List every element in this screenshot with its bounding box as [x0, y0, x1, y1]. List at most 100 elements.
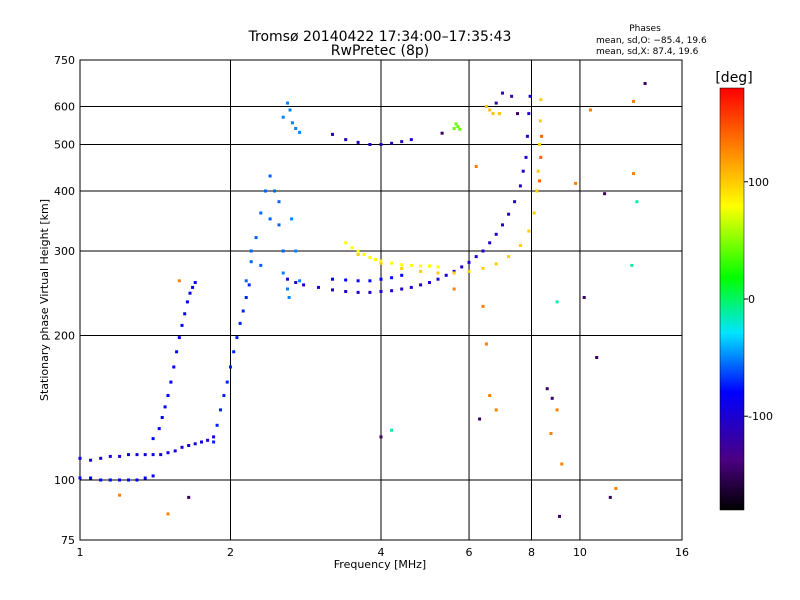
data-point	[528, 94, 532, 98]
data-point	[494, 101, 498, 105]
data-point	[362, 253, 366, 256]
data-point	[249, 260, 253, 264]
data-point	[244, 296, 248, 299]
data-point	[390, 141, 394, 145]
data-point	[235, 336, 239, 340]
x-tick-label: 8	[528, 546, 535, 559]
x-tick-label: 16	[675, 546, 689, 559]
y-tick-label: 300	[54, 245, 75, 258]
data-point	[288, 108, 292, 112]
data-point	[127, 478, 130, 482]
data-point	[539, 98, 543, 102]
data-point	[290, 217, 294, 221]
data-point	[287, 296, 291, 299]
data-point	[249, 249, 253, 253]
data-point	[488, 394, 492, 397]
x-tick-label: 6	[466, 546, 473, 559]
phases-line-x: mean, sd,X: 87.4, 19.6	[596, 47, 699, 57]
data-point	[518, 184, 522, 188]
data-point	[259, 211, 263, 215]
data-point	[538, 119, 542, 123]
data-point	[409, 138, 413, 142]
data-point	[521, 169, 525, 173]
data-point	[525, 134, 529, 138]
data-point	[419, 269, 423, 273]
data-point	[238, 321, 242, 325]
data-point	[286, 277, 289, 281]
data-point	[368, 279, 372, 283]
x-tick-label: 4	[378, 546, 385, 559]
data-point	[532, 211, 536, 215]
data-point	[290, 121, 294, 125]
data-point	[555, 408, 559, 412]
data-point	[501, 91, 504, 95]
data-point	[643, 82, 647, 85]
data-point	[286, 287, 289, 291]
data-point	[331, 277, 334, 281]
data-point	[344, 278, 348, 282]
data-point	[157, 427, 161, 431]
colorbar	[719, 87, 745, 511]
data-point	[151, 474, 155, 478]
data-point	[527, 229, 531, 233]
data-point	[488, 241, 492, 245]
data-point	[78, 456, 82, 460]
colorbar-ticks: 100 0 -100	[744, 176, 773, 423]
data-point	[494, 262, 498, 266]
data-point	[177, 336, 181, 340]
data-point	[436, 271, 440, 275]
data-point	[331, 132, 334, 136]
data-point	[298, 279, 302, 283]
data-point	[89, 476, 93, 480]
data-point	[539, 155, 543, 159]
data-point	[180, 445, 184, 449]
data-point	[390, 261, 394, 265]
data-point	[632, 172, 635, 176]
data-point	[379, 259, 383, 263]
chart-title: Tromsø 20140422 17:34:00–17:35:43	[248, 29, 512, 45]
data-point	[419, 283, 423, 287]
data-point	[632, 99, 635, 103]
data-point	[518, 244, 522, 247]
data-point	[589, 108, 592, 112]
data-point	[135, 453, 139, 457]
data-point	[379, 290, 383, 293]
data-point	[400, 263, 404, 267]
data-point	[183, 312, 187, 316]
data-point	[409, 263, 413, 267]
data-point	[540, 134, 544, 138]
data-point	[555, 300, 559, 304]
data-point	[143, 476, 147, 480]
data-point	[166, 451, 170, 455]
y-tick-label: 200	[54, 330, 75, 343]
data-point	[478, 417, 482, 421]
y-tick-label: 750	[54, 54, 75, 67]
data-point	[356, 290, 360, 294]
data-point	[298, 130, 302, 134]
data-point	[368, 143, 372, 146]
data-point	[400, 266, 404, 270]
data-point	[166, 512, 170, 516]
data-point	[513, 200, 517, 204]
data-point	[191, 285, 195, 289]
data-point	[550, 396, 554, 400]
data-point	[268, 217, 272, 221]
data-point	[379, 277, 383, 281]
phases-heading: Phases	[629, 24, 661, 34]
colorbar-label: [deg]	[715, 70, 752, 86]
data-point	[344, 138, 348, 142]
data-point	[118, 478, 122, 482]
data-point	[507, 212, 511, 216]
data-point	[247, 283, 251, 287]
data-point	[400, 140, 404, 144]
data-point	[419, 264, 423, 268]
y-tick-label: 600	[54, 101, 75, 114]
data-point	[440, 131, 444, 135]
x-tick-labels: 1 2 4 6 8 10 16	[77, 546, 690, 559]
y-tick-label: 500	[54, 139, 75, 152]
data-point	[467, 260, 471, 264]
data-point	[527, 112, 531, 116]
data-point	[177, 279, 181, 283]
data-point	[229, 365, 232, 369]
data-point	[524, 155, 528, 159]
